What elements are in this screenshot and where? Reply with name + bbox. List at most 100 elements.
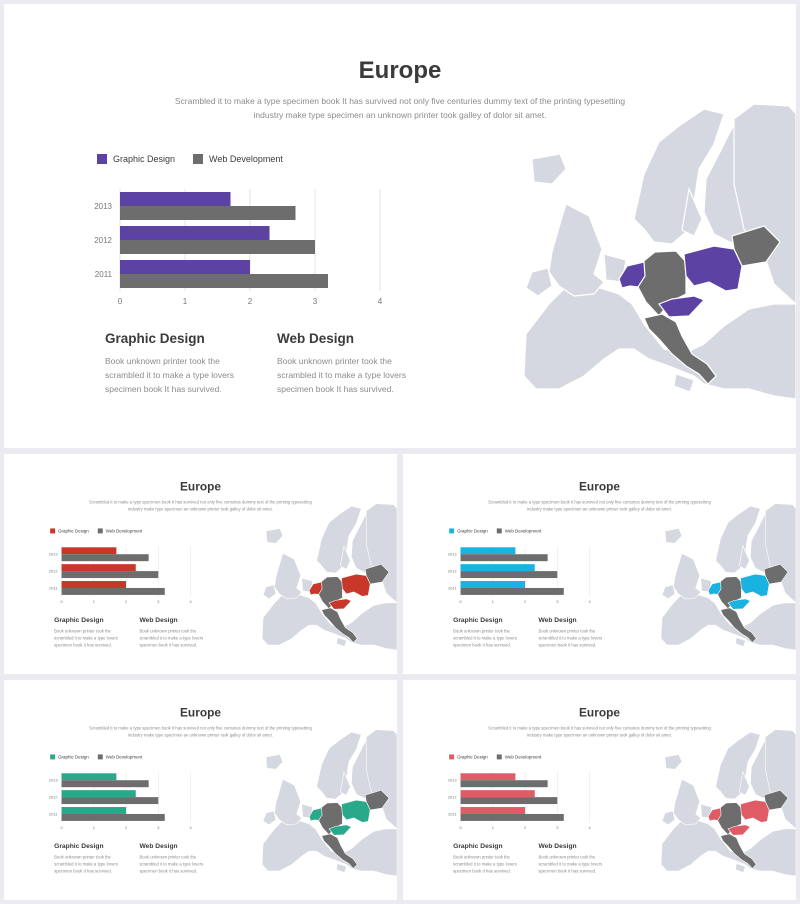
map-region [764,503,796,604]
section-body-line: scrambled it to make a type lovers [105,370,234,380]
map-region [274,778,303,826]
map-region [664,528,683,544]
bar-graphic-design [460,790,535,798]
section-body-line: Book unknown printer took the [538,629,595,634]
map-region [261,593,397,651]
y-tick-label: 2011 [49,811,58,816]
map-region [316,731,362,800]
map-region [715,731,761,800]
bar-graphic-design [460,581,526,588]
map-region-highlight-accent [683,245,743,292]
section-body-line: scrambled it to make a type lovers [453,636,517,641]
bar-graphic-design [120,260,250,274]
bar-graphic-design [61,807,127,814]
legend-label-graphic: Graphic Design [113,154,175,164]
europe-map [660,729,796,877]
section-heading: Graphic Design [105,331,205,346]
slide-red: Europe Scrambled it to make a type specim… [4,454,397,674]
map-region [664,754,683,770]
bar-graphic-design [61,773,117,781]
section-body-line: Book unknown printer took the [453,855,510,860]
subtitle-line: industry make type specimen an unknown p… [254,110,547,120]
map-region-highlight-accent [727,598,751,610]
x-tick-label: 1 [183,297,188,306]
x-tick-label: 4 [378,297,383,306]
slide-canvas: Europe Scrambled it to make a type specim… [448,480,796,651]
europe-map [660,503,796,651]
section-body-line: scrambled it to make a type lovers [139,862,203,867]
y-tick-label: 2013 [49,552,59,557]
map-region-highlight-accent [707,807,722,822]
x-tick-label: 3 [157,599,160,604]
legend-swatch-web [496,528,502,534]
section-heading: Web Design [139,843,177,850]
map-region-highlight-accent [341,799,371,823]
y-tick-label: 2012 [448,569,457,574]
section-body-line: specimen book It has survived. [139,643,197,648]
section-heading: Graphic Design [54,617,103,624]
page-title: Europe [180,706,221,720]
section-body-line: Book unknown printer took the [54,855,111,860]
legend-label-graphic: Graphic Design [457,528,488,533]
y-tick-label: 2012 [94,236,112,245]
slide-canvas: Europe Scrambled it to make a type specim… [49,706,397,877]
bar-web-development [460,813,564,821]
map-region-highlight-accent [707,581,722,596]
subtitle-line: Scrambled it to make a type specimen boo… [175,96,626,106]
bar-web-development [61,571,159,579]
map-region [733,103,796,305]
section-body-line: specimen book It has survived. [54,643,112,648]
map-region [661,584,676,600]
map-region-highlight-accent [341,573,371,597]
europe-map [523,103,796,400]
map-region-highlight-accent [740,799,770,823]
map-region [660,819,796,877]
map-region [673,778,702,826]
x-tick-label: 0 [60,825,63,830]
section-body-line: specimen book It has survived. [277,384,394,394]
bar-web-development [120,240,315,254]
bar-web-development [61,797,159,805]
map-region-highlight-gray [720,833,757,869]
map-region [739,544,750,570]
map-region [715,505,761,574]
section-body-line: Book unknown printer took the [453,629,510,634]
section-body-line: scrambled it to make a type lovers [54,862,118,867]
section-body-line: specimen book It has survived. [105,384,222,394]
map-region [262,584,277,600]
section-heading: Graphic Design [54,843,103,850]
x-tick-label: 2 [524,825,526,830]
x-tick-label: 4 [189,825,192,830]
map-region [735,863,746,873]
x-tick-label: 0 [459,599,462,604]
map-region [274,552,303,600]
bar-graphic-design [460,547,516,555]
section-body-line: Book unknown printer took the [105,356,220,366]
bar-web-development [61,780,149,788]
x-tick-label: 4 [588,599,591,604]
section-heading: Web Design [538,617,576,624]
section-heading: Graphic Design [453,843,502,850]
legend-label-web: Web Development [505,754,542,759]
y-tick-label: 2011 [448,811,457,816]
x-tick-label: 1 [492,825,494,830]
map-region-highlight-accent [308,581,323,596]
map-region [660,593,796,651]
section-body-line: specimen book It has survived. [538,643,596,648]
map-region-highlight-accent [328,598,352,610]
map-region-highlight-accent [618,261,646,289]
x-tick-label: 1 [93,825,95,830]
x-tick-label: 1 [93,599,95,604]
x-tick-label: 1 [492,599,494,604]
map-region [673,552,702,600]
section-body-line: specimen book It has survived. [139,869,197,874]
legend-label-graphic: Graphic Design [58,528,89,533]
x-tick-label: 2 [125,825,127,830]
map-region [340,770,351,796]
section-body-line: specimen book It has survived. [453,643,511,648]
legend-swatch-web [97,528,103,534]
y-tick-label: 2013 [94,202,112,211]
map-region [262,810,277,826]
section-body-line: Book unknown printer took the [54,629,111,634]
x-tick-label: 2 [125,599,127,604]
